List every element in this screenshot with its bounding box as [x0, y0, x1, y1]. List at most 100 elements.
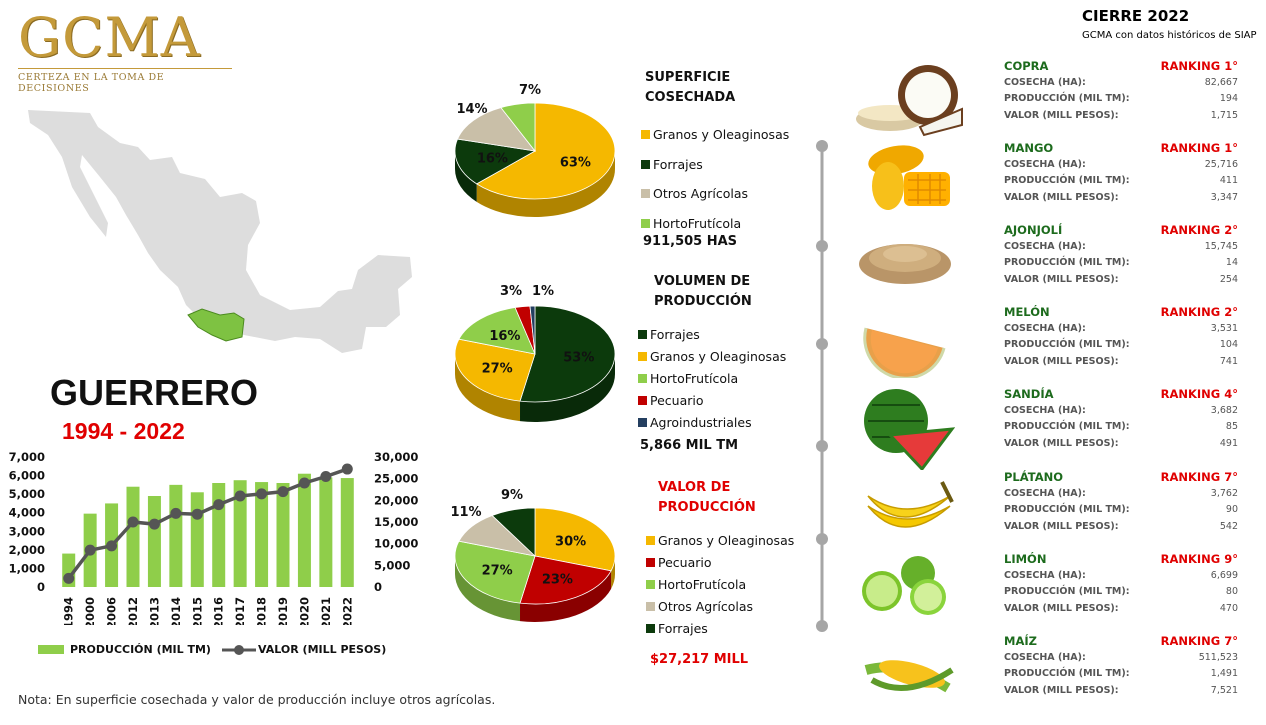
legend-swatch	[646, 535, 655, 545]
produccion-value: 90	[1225, 504, 1238, 516]
value-point	[277, 486, 289, 498]
superficie-title: SUPERFICIE COSECHADA	[645, 68, 735, 108]
legend-label: Granos y Oleaginosas	[650, 348, 787, 364]
pie-volumen: 53% 27% 16% 3% 1%	[454, 284, 616, 422]
cosecha-value: 25,716	[1204, 159, 1238, 170]
cosecha-label: COSECHA (HA):	[1004, 488, 1086, 499]
valor-value: 470	[1219, 602, 1238, 614]
x-tick: 2022	[340, 597, 354, 625]
crop-ranking: RANKING 1°	[1160, 59, 1238, 73]
x-tick: 2012	[126, 597, 140, 625]
cosecha-value: 6,699	[1210, 570, 1238, 581]
years-range: 1994 - 2022	[62, 418, 185, 444]
mango-icon	[868, 145, 950, 210]
value-point	[298, 477, 310, 489]
cosecha-value: 15,745	[1204, 241, 1238, 252]
crop-name: MELÓN	[1004, 305, 1050, 319]
legend-item: Granos y Oleaginosas	[638, 345, 786, 367]
watermelon-icon	[864, 389, 955, 470]
value-point	[84, 544, 96, 556]
crop-ranking: RANKING 9°	[1160, 552, 1238, 566]
coconut-icon	[856, 65, 963, 137]
crop-ranking: RANKING 7°	[1160, 470, 1238, 484]
legend-swatch	[641, 218, 650, 228]
legend-item: Pecuario	[638, 389, 786, 411]
valor-title-line1: VALOR DE	[658, 480, 731, 495]
valor-legend: Granos y Oleaginosas Pecuario HortoFrutí…	[646, 529, 794, 639]
legend-item: HortoFrutícola	[646, 573, 794, 595]
legend-production: PRODUCCIÓN (MIL TM)	[38, 643, 211, 656]
pie-label: 53%	[563, 350, 594, 365]
pie-slice-HortoFrutícola	[458, 307, 536, 355]
mexico-map	[28, 110, 412, 353]
logo-tagline: CERTEZA EN LA TOMA DE DECISIONES	[18, 68, 232, 94]
legend-production-swatch	[38, 645, 64, 654]
value-point	[148, 518, 160, 530]
pie-wall	[455, 151, 477, 202]
valor-label: VALOR (MILL PESOS):	[1004, 355, 1119, 367]
crop-card-melon: MELÓN RANKING 2° COSECHA (HA): 3,531 PRODU…	[1004, 305, 1238, 370]
crop-ranking: RANKING 7°	[1160, 634, 1238, 648]
valor-value: 741	[1219, 355, 1238, 367]
produccion-label: PRODUCCIÓN (MIL TM):	[1004, 421, 1130, 433]
crop-name: SANDÍA	[1004, 387, 1054, 401]
legend-label: Otros Agrícolas	[653, 186, 749, 202]
valor-value: 542	[1219, 520, 1238, 532]
crop-card-sandia: SANDÍA RANKING 4° COSECHA (HA): 3,682 PROD…	[1004, 387, 1238, 452]
valor-value: 1,715	[1210, 109, 1238, 121]
x-axis: 1994 2000 2006 2012 2013 2014 2015 2016 2017 2018…	[62, 597, 355, 625]
volumen-title: VOLUMEN DE PRODUCCIÓN	[654, 272, 752, 312]
produccion-value: 104	[1219, 339, 1238, 351]
volumen-legend: Forrajes Granos y Oleaginosas HortoFrutí…	[638, 323, 786, 433]
timeline-dot	[816, 533, 828, 545]
x-tick: 2006	[105, 597, 119, 625]
valor-label: VALOR (MILL PESOS):	[1004, 191, 1119, 203]
legend-value-swatch	[222, 644, 256, 655]
produccion-label: PRODUCCIÓN (MIL TM):	[1004, 175, 1130, 187]
crop-name: LIMÓN	[1004, 552, 1047, 566]
legend-item: Forrajes	[646, 617, 794, 639]
pie-valor: 30% 23% 27% 11% 9%	[450, 488, 616, 622]
legend-swatch	[646, 557, 655, 567]
legend-label: HortoFrutícola	[653, 215, 742, 231]
legend-item: Otros Agrícolas	[646, 595, 794, 617]
x-tick: 2017	[233, 597, 247, 625]
pie-slice-Pecuario	[519, 555, 612, 605]
legend-swatch	[638, 373, 647, 383]
legend-swatch	[638, 329, 647, 339]
legend-item: Forrajes	[641, 150, 789, 180]
timeline-dot	[816, 620, 828, 632]
legend-swatch	[646, 623, 655, 633]
timeline-dot	[816, 440, 828, 452]
legend-item: HortoFrutícola	[638, 367, 786, 389]
legend-label: Otros Agrícolas	[658, 598, 754, 614]
volumen-title-line2: PRODUCCIÓN	[654, 294, 752, 309]
production-bars	[62, 473, 354, 587]
bar-2018	[255, 482, 269, 587]
legend-label: Forrajes	[650, 326, 700, 342]
y-right-tick: 30,000	[374, 450, 418, 464]
value-point	[320, 471, 332, 482]
value-point	[127, 516, 139, 528]
produccion-value: 80	[1225, 586, 1238, 598]
legend-label: Pecuario	[658, 554, 712, 570]
pie-slice-Agroindustriales	[529, 305, 536, 355]
legend-item: Pecuario	[646, 551, 794, 573]
pie-wall	[455, 556, 521, 622]
bar-2015	[190, 492, 204, 587]
x-tick: 2021	[319, 597, 333, 625]
cierre-title: CIERRE 2022	[1082, 7, 1190, 25]
crop-name: PLÁTANO	[1004, 470, 1064, 484]
cosecha-label: COSECHA (HA):	[1004, 405, 1086, 416]
produccion-value: 194	[1219, 93, 1238, 105]
produccion-value: 85	[1225, 421, 1238, 433]
footnote: Nota: En superficie cosechada y valor de…	[18, 692, 496, 707]
pie-label: 63%	[560, 155, 591, 170]
valor-title-line2: PRODUCCIÓN	[658, 500, 756, 515]
y-left-tick: 0	[37, 580, 45, 594]
bar-2019	[276, 483, 290, 587]
bar-2013	[147, 496, 161, 587]
legend-swatch	[638, 395, 647, 405]
x-tick: 2015	[190, 597, 204, 625]
pie-wall	[476, 151, 615, 217]
